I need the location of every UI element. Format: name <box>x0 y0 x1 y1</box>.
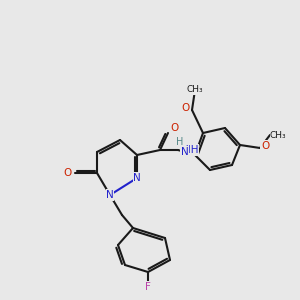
Text: CH₃: CH₃ <box>270 130 286 140</box>
Text: O: O <box>261 141 269 151</box>
Text: O: O <box>182 103 190 113</box>
Text: N: N <box>133 173 141 183</box>
Text: NH: NH <box>183 145 199 155</box>
Text: N: N <box>106 190 114 200</box>
Text: O: O <box>170 123 178 133</box>
Text: CH₃: CH₃ <box>187 85 203 94</box>
Text: O: O <box>64 168 72 178</box>
Text: N: N <box>181 147 189 157</box>
Text: H: H <box>176 137 184 147</box>
Text: N: N <box>181 145 189 155</box>
Text: F: F <box>145 282 151 292</box>
